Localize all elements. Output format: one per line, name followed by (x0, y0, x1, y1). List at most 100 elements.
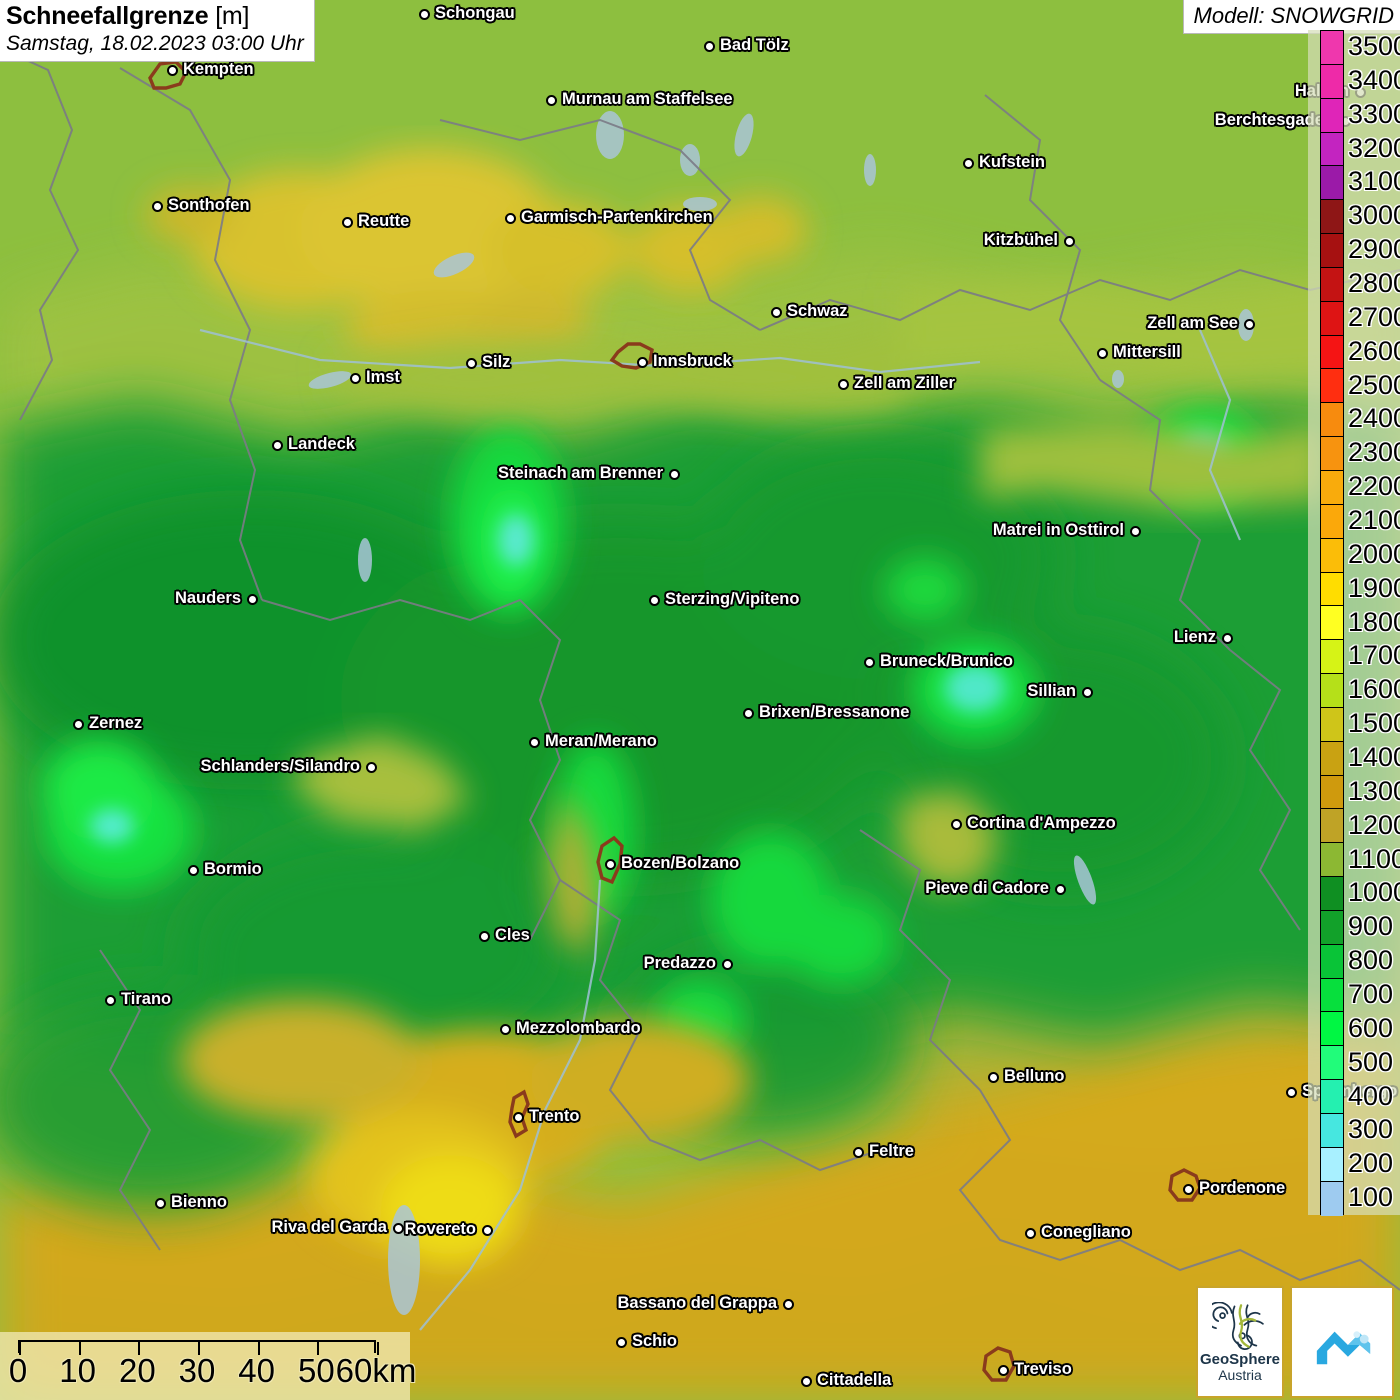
city-dot-icon (528, 736, 540, 748)
legend-swatch (1321, 166, 1343, 201)
legend-tick-label: 2300 (1348, 437, 1400, 468)
geosphere-logo-line2: Austria (1218, 1366, 1262, 1383)
city-label: Sonthofen (168, 196, 250, 214)
city-dot-icon (863, 656, 875, 668)
legend-tick-label: 1800 (1348, 606, 1400, 637)
legend-tick-label: 2100 (1348, 504, 1400, 535)
city-label: Rovereto (404, 1220, 476, 1238)
geosphere-austria-logo[interactable]: GeoSphere Austria (1196, 1286, 1284, 1398)
city-label: Steinach am Brenner (497, 464, 663, 482)
scale-tick (377, 1342, 379, 1355)
city-dot-icon (770, 306, 782, 318)
legend-tick-label: 1100 (1348, 843, 1400, 874)
city-dot-icon (512, 1111, 524, 1123)
city-dot-icon (1081, 686, 1093, 698)
city-label: Landeck (288, 435, 355, 453)
legend-tick-label: 400 (1348, 1080, 1394, 1111)
scale-bar: 0 10 20 30 40 50 60km (0, 1332, 416, 1400)
city-label: Treviso (1014, 1360, 1072, 1378)
scale-tick-label: 10 (59, 1352, 97, 1389)
legend-tick-label: 500 (1348, 1046, 1394, 1077)
city-label: Belluno (1004, 1067, 1065, 1085)
legend-tick-label: 3200 (1348, 132, 1400, 163)
legend-tick-label: 1400 (1348, 741, 1400, 772)
legend-color-strip (1320, 30, 1344, 1216)
scale-tick (138, 1342, 141, 1355)
city-label: Sillian (1027, 682, 1076, 700)
city-label: Bassano del Grappa (617, 1294, 777, 1312)
legend-tick-label: 800 (1348, 945, 1394, 976)
legend-swatch (1321, 843, 1343, 878)
legend-colorbar[interactable]: 3500340033003200310030002900280027002600… (1308, 30, 1400, 1216)
legend-tick-label: 2200 (1348, 471, 1400, 502)
legend-swatch (1321, 470, 1343, 505)
legend-tick-label: 1600 (1348, 674, 1400, 705)
city-dot-icon (1024, 1227, 1036, 1239)
snowgrid-logo[interactable] (1290, 1286, 1394, 1398)
legend-tick-label: 2700 (1348, 301, 1400, 332)
city-label: Zernez (89, 714, 143, 732)
legend-tick-label: 1300 (1348, 775, 1400, 806)
city-dot-icon (365, 761, 377, 773)
city-dot-icon (151, 200, 163, 212)
city-label: Lienz (1173, 628, 1216, 646)
logo-row: GeoSphere Austria (1196, 1286, 1394, 1398)
city-dot-icon (271, 439, 283, 451)
city-dot-icon (72, 718, 84, 730)
city-dot-icon (1129, 525, 1141, 537)
title-main-text: Schneefallgrenze (6, 2, 209, 30)
city-label: Mittersill (1113, 343, 1181, 361)
legend-tick-label: 200 (1348, 1148, 1394, 1179)
legend-swatch (1321, 200, 1343, 235)
city-dot-icon (166, 64, 178, 76)
legend-swatch (1321, 978, 1343, 1013)
legend-swatch (1321, 877, 1343, 911)
city-dot-icon (703, 40, 715, 52)
city-dot-icon (987, 1071, 999, 1083)
city-label: Cittadella (817, 1371, 892, 1389)
legend-swatch (1321, 809, 1343, 844)
legend-swatch (1321, 538, 1343, 573)
geosphere-logo-line1: GeoSphere (1199, 1350, 1281, 1368)
city-label: Zell am Ziller (854, 374, 955, 392)
city-label: Pordenone (1199, 1179, 1286, 1197)
city-dot-icon (349, 372, 361, 384)
legend-swatch (1321, 606, 1343, 641)
legend-swatch (1321, 31, 1343, 65)
city-label: Predazzo (643, 954, 716, 972)
scale-tick (257, 1342, 260, 1355)
page-title: Schneefallgrenze [m] (6, 2, 304, 31)
legend-swatch (1321, 335, 1343, 370)
legend-tick-label: 2600 (1348, 335, 1400, 366)
city-label: Bruneck/Brunico (880, 652, 1013, 670)
legend-tick-label: 100 (1348, 1182, 1394, 1213)
legend-swatch (1321, 1046, 1343, 1081)
city-label: Bad Tölz (720, 36, 789, 54)
city-label: Feltre (869, 1142, 914, 1160)
legend-swatch (1321, 1114, 1343, 1148)
city-dot-icon (800, 1375, 812, 1387)
city-dot-icon (478, 930, 490, 942)
legend-tick-label: 1200 (1348, 809, 1400, 840)
legend-swatch (1321, 741, 1343, 776)
city-dot-icon (1221, 632, 1233, 644)
city-dot-icon (1243, 318, 1255, 330)
city-dot-icon (852, 1146, 864, 1158)
scale-tick-label: 50 (297, 1352, 335, 1389)
legend-tick-label: 2400 (1348, 403, 1400, 434)
legend-swatch (1321, 98, 1343, 133)
city-label: Reutte (358, 212, 410, 230)
legend-swatch (1321, 944, 1343, 979)
city-label: Cles (495, 926, 530, 944)
timestamp-text: Samstag, 18.02.2023 03:00 Uhr (6, 32, 304, 55)
city-label: Matrei in Osttirol (992, 521, 1124, 539)
city-label: Zell am See (1147, 314, 1238, 332)
scale-tick (317, 1342, 320, 1355)
city-label: Schongau (435, 4, 515, 22)
city-label: Imst (366, 368, 400, 386)
city-dot-icon (1285, 1086, 1297, 1098)
city-dot-icon (1063, 235, 1075, 247)
scale-tick-label: 0 (8, 1352, 28, 1389)
